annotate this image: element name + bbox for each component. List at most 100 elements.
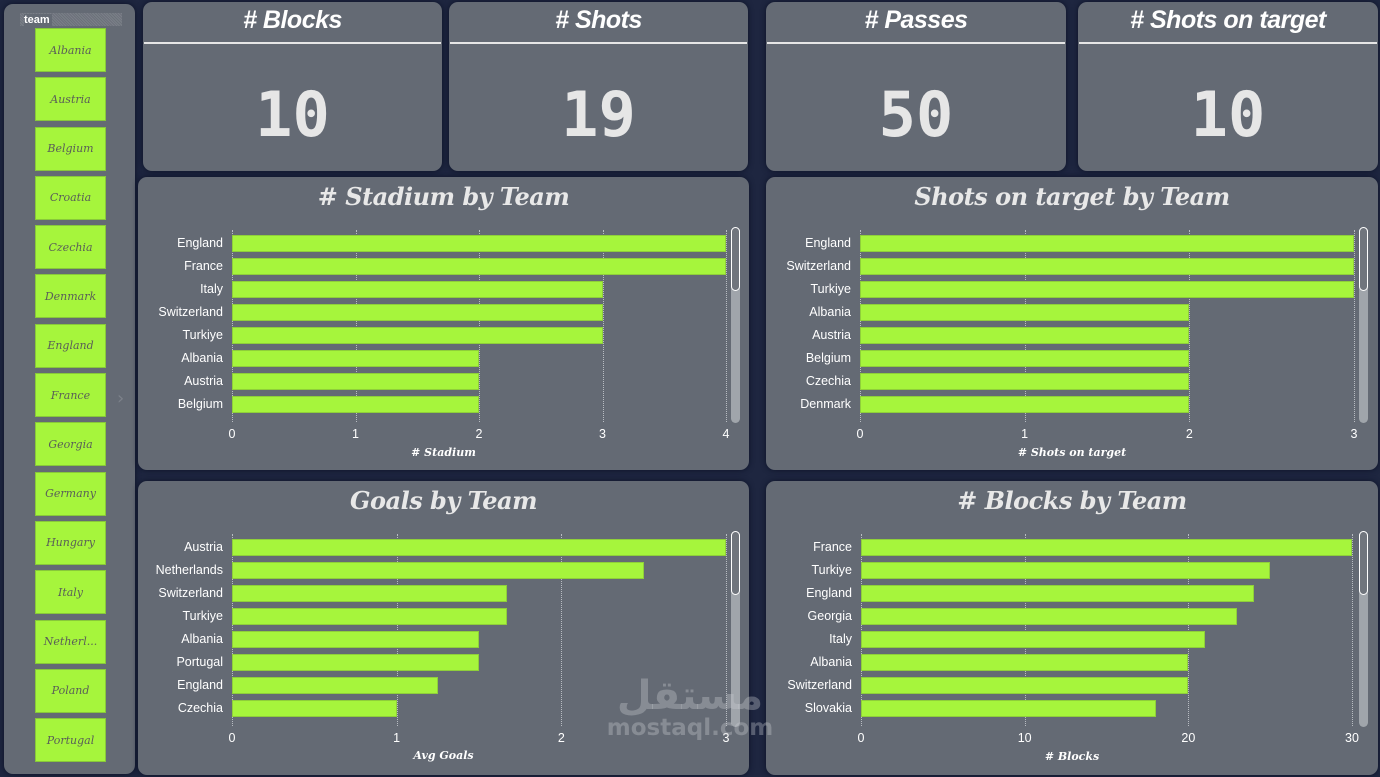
kpi-value: 10 (255, 78, 330, 151)
bar[interactable] (232, 562, 644, 579)
bar-row: Switzerland (158, 585, 726, 602)
slicer-item[interactable]: France (35, 373, 106, 418)
bar[interactable] (232, 700, 397, 717)
y-category-label: England (177, 678, 223, 692)
chart-title: # Blocks by Team (957, 486, 1187, 515)
bar[interactable] (232, 327, 603, 344)
bar[interactable] (860, 396, 1190, 413)
bar[interactable] (860, 327, 1190, 344)
bar[interactable] (861, 562, 1271, 579)
scrollbar[interactable] (1359, 531, 1368, 727)
kpi-title: # Blocks (243, 6, 342, 34)
y-category-label: France (184, 259, 223, 273)
gridline (1189, 230, 1191, 422)
scroll-thumb[interactable] (731, 227, 740, 291)
slicer-item[interactable]: Italy (35, 570, 106, 615)
y-category-label: Czechia (177, 701, 223, 715)
gridline (860, 230, 861, 422)
slicer-item[interactable]: Germany (35, 471, 106, 516)
y-category-label: France (813, 540, 852, 554)
x-tick-label: 1 (393, 731, 401, 745)
slicer-item[interactable]: Czechia (35, 225, 106, 270)
bar[interactable] (232, 235, 726, 252)
bar[interactable] (232, 281, 603, 298)
bar[interactable] (860, 235, 1354, 252)
bar[interactable] (232, 373, 479, 390)
scrollbar[interactable] (731, 531, 740, 727)
bar[interactable] (232, 608, 507, 625)
plot-area: 0 1 2 3 4 England France Italy Switzerland Turkiy… (158, 230, 729, 441)
bar[interactable] (232, 304, 603, 321)
bar[interactable] (861, 539, 1352, 556)
y-category-label: Albania (810, 655, 852, 669)
slicer-item[interactable]: Georgia (35, 422, 106, 467)
bar-row: Georgia (808, 608, 1352, 625)
gridline (1352, 534, 1353, 726)
bar[interactable] (232, 539, 726, 556)
scrollbar[interactable] (731, 227, 740, 423)
kpi-value: 10 (1190, 78, 1266, 151)
bar[interactable] (232, 350, 479, 367)
bar-row: Turkiye (182, 608, 726, 625)
bar-row: Belgium (806, 350, 1354, 367)
bar[interactable] (861, 700, 1156, 717)
bar[interactable] (232, 258, 726, 275)
bar-row: Portugal (176, 654, 726, 671)
bar[interactable] (860, 304, 1190, 321)
bar[interactable] (861, 585, 1254, 602)
scroll-thumb[interactable] (731, 531, 740, 595)
scroll-thumb[interactable] (1359, 227, 1368, 291)
bar[interactable] (232, 654, 479, 671)
divider (144, 42, 441, 44)
bar-row: Albania (181, 631, 726, 648)
plot-area: 0 1 2 3 England Switzerland Turkiye Albania Aust… (786, 230, 1357, 441)
bar[interactable] (861, 631, 1205, 648)
kpi-card-passes: # Passes 50 (766, 2, 1066, 171)
bar-row: France (813, 539, 1352, 556)
team-slicer: team Albania Austria Belgium Croatia Czechia… (4, 4, 135, 774)
bar-row: England (806, 585, 1352, 602)
scrollbar[interactable] (1359, 227, 1368, 423)
bar-row: France (184, 258, 726, 275)
y-category-label: Turkiye (811, 563, 852, 577)
gridline (861, 534, 862, 726)
bar[interactable] (232, 585, 507, 602)
bar-row: Austria (184, 373, 726, 390)
bar[interactable] (860, 350, 1190, 367)
bar[interactable] (861, 608, 1238, 625)
y-category-label: Italy (829, 632, 852, 646)
slicer-item[interactable]: Netherl... (35, 619, 106, 664)
slicer-item[interactable]: Portugal (35, 718, 106, 763)
x-tick-label: 10 (1017, 731, 1032, 745)
slicer-item[interactable]: Austria (35, 77, 106, 122)
bar[interactable] (861, 677, 1189, 694)
bar-row: Belgium (178, 396, 726, 413)
gridline (726, 230, 727, 422)
bar[interactable] (232, 396, 479, 413)
chevron-right-icon[interactable]: › (117, 388, 125, 409)
x-tick-label: 3 (1350, 427, 1358, 441)
bar[interactable] (860, 258, 1354, 275)
slicer-item[interactable]: Belgium (35, 126, 106, 171)
bar-row: Czechia (178, 700, 726, 717)
slicer-item[interactable]: Poland (35, 668, 106, 713)
gridline (232, 230, 233, 422)
y-category-label: Denmark (800, 397, 851, 411)
y-category-label: Turkiye (182, 609, 223, 623)
slicer-item[interactable]: Albania (35, 28, 106, 72)
bar-row: Netherlands (156, 562, 726, 579)
bar[interactable] (861, 654, 1189, 671)
bar[interactable] (860, 281, 1354, 298)
slicer-item[interactable]: Hungary (35, 520, 106, 565)
slicer-item[interactable]: Croatia (35, 175, 106, 220)
slicer-item[interactable]: England (35, 323, 106, 368)
bar[interactable] (860, 373, 1190, 390)
bar-row: Italy (829, 631, 1352, 648)
slicer-item[interactable]: Denmark (35, 274, 106, 319)
bar[interactable] (232, 631, 479, 648)
scroll-thumb[interactable] (1359, 531, 1368, 595)
x-tick-label: 0 (857, 731, 865, 745)
y-category-label: Switzerland (786, 259, 851, 273)
bar[interactable] (232, 677, 438, 694)
bar-row: Albania (809, 304, 1354, 321)
